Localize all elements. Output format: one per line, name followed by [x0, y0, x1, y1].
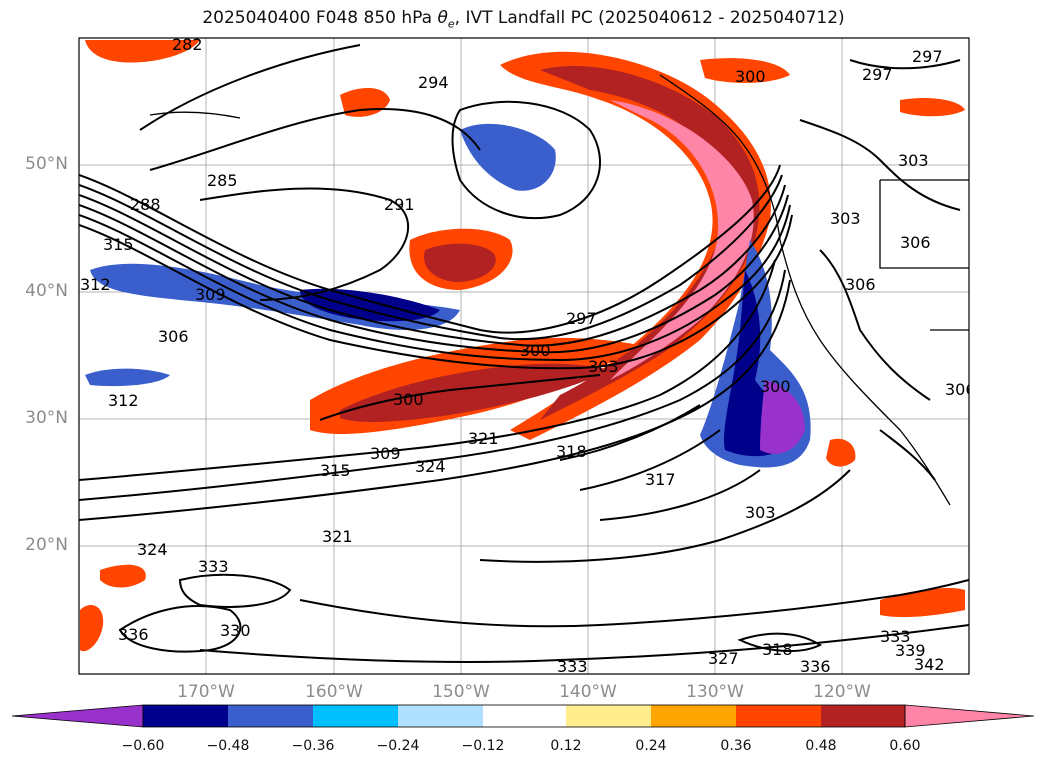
- lon-label: 130°W: [686, 682, 744, 702]
- lon-label: 150°W: [432, 682, 490, 702]
- contour-label: 336: [118, 625, 149, 644]
- contour-label: 309: [195, 285, 226, 304]
- contour-label: 321: [322, 527, 353, 546]
- contour-label: 297: [566, 309, 597, 328]
- lon-label: 170°W: [177, 682, 235, 702]
- contour-label: 285: [207, 171, 238, 190]
- colorbar-cell: [566, 705, 651, 727]
- contour-label: 312: [80, 275, 111, 294]
- contour-label: 288: [130, 195, 161, 214]
- colorbar-cell: [651, 705, 736, 727]
- colorbar-cell: [821, 705, 905, 727]
- contour-label: 321: [468, 429, 499, 448]
- colorbar: [11, 704, 1035, 728]
- theta-e-contours: [79, 44, 969, 663]
- contour-label: 300: [520, 341, 551, 360]
- colorbar-tick: −0.36: [291, 738, 335, 754]
- contour-label: 324: [415, 457, 446, 476]
- colorbar-tick: 0.12: [550, 738, 582, 754]
- contour-label: 303: [588, 357, 619, 376]
- filled-regions: [80, 40, 965, 652]
- contour-label: 297: [912, 47, 943, 66]
- lat-label: 30°N: [25, 408, 68, 428]
- lat-label: 40°N: [25, 281, 68, 301]
- contour-label: 300: [735, 67, 766, 86]
- contour-label: 306: [845, 275, 876, 294]
- colorbar-tick: 0.48: [805, 738, 837, 754]
- colorbar-tick: 0.60: [889, 738, 921, 754]
- coastline: [149, 74, 969, 506]
- contour-label: 306: [158, 327, 189, 346]
- contour-label: 324: [137, 540, 168, 559]
- contour-label: 333: [880, 627, 911, 646]
- contour-label: 291: [384, 195, 415, 214]
- colorbar-cell: [143, 705, 228, 727]
- contour-labels: 282 294 300 297 297 285 291 288 315 312 …: [80, 35, 976, 676]
- colorbar-cell: [736, 705, 821, 727]
- colorbar-tick: 0.24: [635, 738, 667, 754]
- lat-label: 20°N: [25, 535, 68, 555]
- contour-label: 303: [898, 151, 929, 170]
- colorbar-cell: [313, 705, 398, 727]
- contour-label: 342: [914, 655, 945, 674]
- colorbar-tick: −0.12: [461, 738, 505, 754]
- contour-label: 333: [557, 657, 588, 676]
- contour-label: 300: [393, 390, 424, 409]
- contour-label: 303: [830, 209, 861, 228]
- colorbar-cell: [483, 705, 566, 727]
- colorbar-extend-min: [11, 704, 144, 728]
- contour-label: 282: [172, 35, 203, 54]
- contour-label: 318: [556, 442, 587, 461]
- colorbar-tick: −0.24: [376, 738, 420, 754]
- lat-label: 50°N: [25, 154, 68, 174]
- colorbar-tick: 0.36: [720, 738, 752, 754]
- colorbar-tick: −0.48: [206, 738, 250, 754]
- lon-label: 120°W: [813, 682, 871, 702]
- contour-label: 297: [862, 65, 893, 84]
- contour-label: 330: [220, 621, 251, 640]
- colorbar-extend-max: [904, 704, 1035, 728]
- contour-label: 339: [895, 641, 926, 660]
- contour-label: 300: [760, 377, 791, 396]
- contour-label: 312: [108, 391, 139, 410]
- colorbar-cell: [398, 705, 483, 727]
- colorbar-cell: [228, 705, 313, 727]
- contour-label: 303: [745, 503, 776, 522]
- contour-label: 306: [945, 380, 976, 399]
- contour-label: 315: [320, 461, 351, 480]
- lon-label: 160°W: [305, 682, 363, 702]
- contour-label: 309: [370, 444, 401, 463]
- contour-label: 318: [762, 640, 793, 659]
- lon-label: 140°W: [559, 682, 617, 702]
- contour-label: 315: [103, 235, 134, 254]
- map-frame: [78, 37, 970, 675]
- contour-label: 294: [418, 73, 449, 92]
- colorbar-tick: −0.60: [121, 738, 165, 754]
- contour-label: 327: [708, 649, 739, 668]
- contour-label: 333: [198, 557, 229, 576]
- contour-label: 317: [645, 470, 676, 489]
- contour-label: 306: [900, 233, 931, 252]
- map-title: 2025040400 F048 850 hPa θe, IVT Landfall…: [202, 8, 845, 31]
- contour-label: 336: [800, 657, 831, 676]
